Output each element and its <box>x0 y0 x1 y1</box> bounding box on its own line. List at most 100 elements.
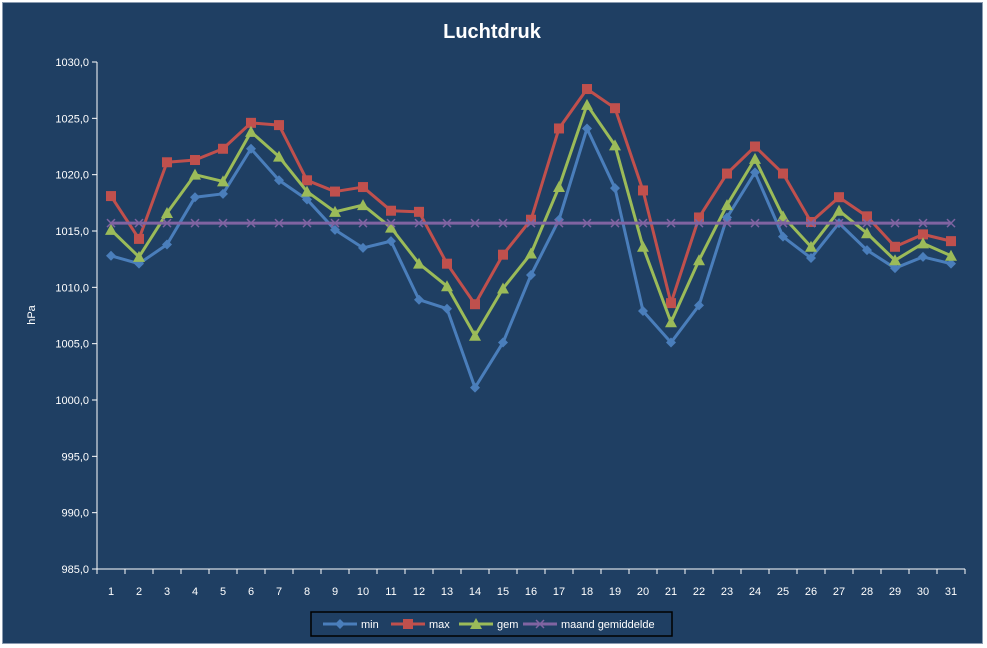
data-point-min <box>610 183 620 194</box>
x-marker-stroke <box>190 218 200 228</box>
data-point-gem <box>833 204 845 216</box>
x-tick-label: 30 <box>917 586 929 598</box>
legend-marker <box>403 619 413 629</box>
x-tick-label: 29 <box>889 586 901 598</box>
x-marker-stroke <box>694 218 704 228</box>
data-point-max <box>442 258 452 269</box>
data-point-min <box>750 167 760 178</box>
legend-marker <box>335 619 345 629</box>
x-tick-label: 22 <box>693 586 705 598</box>
x-marker-stroke <box>666 218 676 228</box>
x-tick-label: 8 <box>304 586 310 598</box>
y-tick-label: 1005,0 <box>55 339 89 351</box>
x-marker-stroke <box>302 218 312 228</box>
x-marker-stroke <box>535 619 545 629</box>
data-point-min <box>946 258 956 269</box>
data-point-max <box>834 192 844 203</box>
data-point-maand-gemiddelde <box>638 218 648 228</box>
x-marker-stroke <box>778 218 788 228</box>
x-tick-label: 27 <box>833 586 845 598</box>
data-point-min <box>778 231 788 242</box>
data-point-gem <box>609 139 621 151</box>
y-tick-label: 1020,0 <box>55 170 89 182</box>
data-point-max <box>414 206 424 217</box>
x-marker-stroke <box>554 218 564 228</box>
y-tick-label: 1000,0 <box>55 395 89 407</box>
data-point-max <box>862 211 872 222</box>
data-point-max <box>274 120 284 131</box>
data-point-max <box>162 157 172 168</box>
data-point-maand-gemiddelde <box>890 218 900 228</box>
data-point-gem <box>441 280 453 292</box>
data-point-maand-gemiddelde <box>302 218 312 228</box>
legend-entry-min: min <box>323 619 379 631</box>
x-marker-stroke <box>218 218 228 228</box>
data-point-max <box>694 212 704 223</box>
data-point-max <box>918 229 928 240</box>
data-point-maand-gemiddelde <box>554 218 564 228</box>
data-point-gem <box>525 247 537 259</box>
x-marker-stroke <box>638 218 648 228</box>
data-point-gem <box>693 254 705 266</box>
data-point-gem <box>553 181 565 193</box>
x-marker-stroke <box>722 218 732 228</box>
x-marker-stroke <box>526 218 536 228</box>
y-tick-label: 990,0 <box>61 508 89 520</box>
data-point-gem <box>301 185 313 197</box>
x-marker-stroke <box>806 218 816 228</box>
data-point-min <box>302 194 312 205</box>
data-point-min <box>694 300 704 311</box>
data-point-min <box>414 294 424 305</box>
x-tick-label: 1 <box>108 586 114 598</box>
y-tick-label: 995,0 <box>61 451 89 463</box>
y-axis-ticks: 985,0 990,0 995,0 1000,0 1005,0 1010,0 1015,0 1… <box>55 57 97 576</box>
data-point-min <box>386 236 396 247</box>
data-point-min <box>582 123 592 134</box>
data-point-gem <box>189 168 201 180</box>
x-marker-stroke <box>946 218 956 228</box>
x-tick-label: 15 <box>497 586 509 598</box>
data-point-gem <box>105 223 117 235</box>
x-tick-label: 13 <box>441 586 453 598</box>
legend-marker <box>535 619 545 629</box>
data-point-gem <box>777 210 789 222</box>
data-point-max <box>554 123 564 134</box>
data-point-gem <box>749 152 761 164</box>
data-point-min <box>638 305 648 316</box>
plot-area <box>105 84 957 393</box>
data-point-max <box>890 241 900 252</box>
x-tick-label: 19 <box>609 586 621 598</box>
data-point-min <box>498 337 508 348</box>
x-axis-ticks: 1 2 3 4 5 6 7 8 9 10 11 12 13 14 15 16 17 18 19 20 21 22 23 24 2… <box>96 569 966 598</box>
data-point-gem <box>161 206 173 218</box>
data-point-max <box>778 168 788 179</box>
legend-entry-gem: gem <box>459 618 518 631</box>
data-point-gem <box>917 237 929 249</box>
x-marker-stroke <box>610 218 620 228</box>
data-point-maand-gemiddelde <box>162 218 172 228</box>
data-point-min <box>218 188 228 199</box>
data-point-max <box>386 205 396 216</box>
x-tick-label: 21 <box>665 586 677 598</box>
data-point-min <box>862 245 872 256</box>
data-point-maand-gemiddelde <box>694 218 704 228</box>
x-marker-stroke <box>442 218 452 228</box>
x-marker-stroke <box>918 218 928 228</box>
x-tick-label: 5 <box>220 586 226 598</box>
data-point-max <box>750 141 760 152</box>
data-point-max <box>946 236 956 247</box>
data-point-min <box>918 251 928 262</box>
data-point-gem <box>413 257 425 269</box>
data-point-maand-gemiddelde <box>470 218 480 228</box>
data-point-gem <box>581 98 593 110</box>
data-point-maand-gemiddelde <box>666 218 676 228</box>
series-maand-gemiddelde <box>106 218 956 228</box>
data-point-gem <box>357 199 369 211</box>
data-point-gem <box>217 175 229 187</box>
data-point-maand-gemiddelde <box>246 218 256 228</box>
x-tick-label: 10 <box>357 586 369 598</box>
data-point-max <box>582 84 592 95</box>
x-tick-label: 18 <box>581 586 593 598</box>
